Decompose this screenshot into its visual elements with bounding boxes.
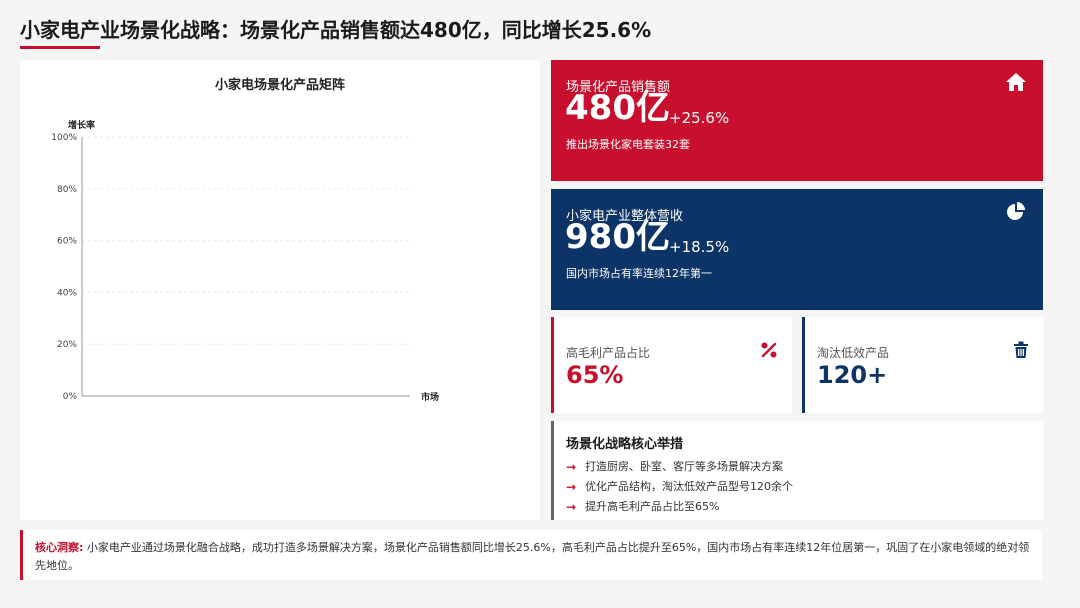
core-measures-panel: 场景化战略核心举措 → 打造厨房、卧室、客厅等多场景解决方案 → 优化产品结构，淘汰… (551, 421, 1043, 520)
percent-icon (760, 341, 778, 363)
arrow-right-icon: → (566, 500, 577, 514)
chart-title: 小家电场景化产品矩阵 (215, 77, 345, 93)
arrow-right-icon: → (566, 480, 577, 494)
trash-icon (1013, 341, 1029, 363)
home-icon (1005, 72, 1027, 96)
core-insight: 核心洞察: 小家电产业通过场景化融合战略，成功打造多场景解决方案，场景化产品销售… (20, 530, 1042, 580)
kpi-card-sales: 场景化产品销售额 480亿 +25.6% 推出场景化家电套装32套 (551, 60, 1043, 181)
y-tick-label: 100% (51, 133, 77, 143)
x-axis-label: 市场 (421, 391, 439, 403)
kpi-value: 480亿 (565, 88, 670, 128)
kpi-note: 国内市场占有率连续12年第一 (566, 267, 712, 280)
arrow-right-icon: → (566, 460, 577, 474)
insight-text: 小家电产业通过场景化融合战略，成功打造多场景解决方案，场景化产品销售额同比增长2… (35, 541, 1030, 572)
measure-text: 提升高毛利产品占比至65% (585, 500, 720, 513)
measure-text: 优化产品结构，淘汰低效产品型号120余个 (585, 480, 794, 493)
list-item: → 优化产品结构，淘汰低效产品型号120余个 (566, 477, 793, 497)
scatter-chart: 小家电场景化产品矩阵 增长率 0% 20% 40% 60% 80% 100% 市场 (51, 77, 439, 403)
kpi-card-revenue: 小家电产业整体营收 980亿 +18.5% 国内市场占有率连续12年第一 (551, 189, 1043, 310)
measures-title: 场景化战略核心举措 (566, 437, 684, 452)
list-item: → 打造厨房、卧室、客厅等多场景解决方案 (566, 457, 793, 477)
chart-panel: 小家电场景化产品矩阵 增长率 0% 20% 40% 60% 80% 100% 市场 (20, 60, 540, 520)
page-title: 小家电产业场景化战略：场景化产品销售额达480亿，同比增长25.6% (20, 18, 652, 42)
y-tick-label: 40% (57, 288, 77, 298)
title-underline (20, 46, 100, 49)
insight-label: 核心洞察: (35, 541, 84, 554)
stat-card-eliminated: 淘汰低效产品 120+ (802, 317, 1043, 413)
measure-text: 打造厨房、卧室、客厅等多场景解决方案 (585, 460, 784, 473)
kpi-label: 场景化产品销售额 (566, 80, 671, 95)
y-tick-label: 80% (57, 185, 77, 195)
pie-chart-icon (1005, 201, 1027, 227)
y-tick-label: 20% (57, 340, 77, 350)
stat-value: 120+ (817, 361, 888, 389)
stat-label: 高毛利产品占比 (566, 346, 651, 360)
kpi-value: 980亿 (565, 217, 670, 257)
y-tick-label: 60% (57, 237, 77, 247)
y-tick-label: 0% (63, 392, 78, 402)
kpi-growth: +18.5% (669, 238, 730, 256)
y-axis-label: 增长率 (68, 119, 95, 131)
kpi-label: 小家电产业整体营收 (566, 209, 684, 224)
stat-card-high-margin: 高毛利产品占比 65% (551, 317, 792, 413)
stat-label: 淘汰低效产品 (817, 346, 890, 360)
stat-value: 65% (566, 361, 624, 389)
kpi-growth: +25.6% (669, 109, 730, 127)
list-item: → 提升高毛利产品占比至65% (566, 497, 793, 517)
measures-list: → 打造厨房、卧室、客厅等多场景解决方案 → 优化产品结构，淘汰低效产品型号120余… (566, 457, 793, 517)
kpi-note: 推出场景化家电套装32套 (566, 138, 690, 151)
